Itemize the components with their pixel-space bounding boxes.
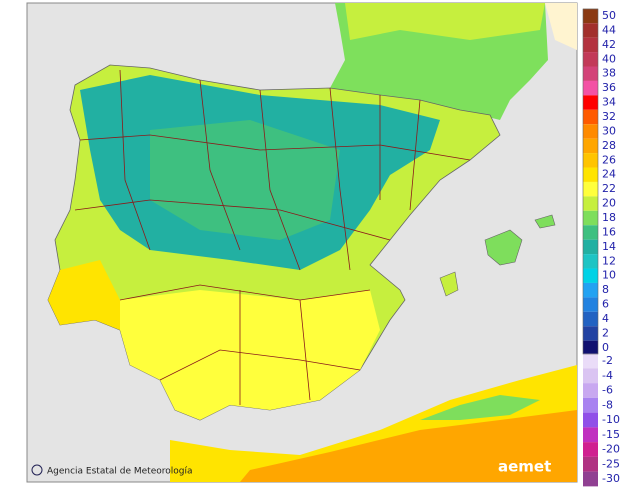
legend-label: 26 — [602, 153, 616, 166]
legend-swatch — [583, 167, 598, 182]
legend-swatch — [583, 37, 598, 53]
logo: aemet — [498, 458, 551, 476]
legend-label: -30 — [602, 472, 620, 485]
legend-label: 8 — [602, 283, 609, 296]
legend-swatch — [583, 282, 598, 298]
legend-swatch — [583, 239, 598, 255]
legend-swatch — [583, 427, 598, 443]
islands-ibiza — [439, 271, 459, 297]
legend-label: 0 — [602, 341, 609, 354]
legend-swatch — [583, 368, 598, 384]
legend-label: -20 — [602, 443, 620, 456]
alps — [545, 3, 577, 50]
africa-hot — [240, 410, 577, 482]
legend-label: 10 — [602, 269, 616, 282]
legend-swatch — [583, 80, 598, 96]
legend-swatch — [583, 383, 598, 398]
legend-label: 18 — [602, 211, 616, 224]
legend-swatch — [583, 66, 598, 81]
legend-swatch — [583, 109, 598, 125]
legend-label: 38 — [602, 67, 616, 80]
legend-swatch — [583, 340, 598, 356]
legend-label: 16 — [602, 225, 616, 238]
legend-swatch — [583, 471, 598, 487]
meseta — [150, 120, 340, 240]
legend-swatch — [583, 353, 598, 369]
legend-label: -10 — [602, 413, 620, 426]
legend-label: 50 — [602, 9, 616, 22]
legend-label: 6 — [602, 298, 609, 311]
legend-swatch — [583, 297, 598, 312]
legend-label: -25 — [602, 457, 620, 470]
legend-label: 12 — [602, 254, 616, 267]
legend-label: -6 — [602, 384, 613, 397]
legend-label: -2 — [602, 354, 613, 367]
legend-label: -15 — [602, 428, 620, 441]
legend-label: 22 — [602, 182, 616, 195]
legend-swatch — [583, 456, 598, 472]
legend-swatch — [583, 225, 598, 240]
islands-menorca — [534, 214, 556, 229]
legend-swatch — [583, 8, 598, 24]
credit: Agencia Estatal de Meteorología — [47, 467, 193, 477]
legend-label: 32 — [602, 110, 616, 123]
legend-label: 42 — [602, 38, 616, 51]
legend-swatch — [583, 311, 598, 327]
southwest-warm — [48, 260, 120, 330]
legend-swatch — [583, 124, 598, 139]
legend-label: 40 — [602, 52, 616, 65]
islands-mallorca — [484, 229, 523, 266]
legend-swatch — [583, 196, 598, 211]
legend-swatch — [583, 95, 598, 110]
legend-label: 34 — [602, 96, 616, 109]
legend-label: 28 — [602, 139, 616, 152]
legend-swatch — [583, 412, 598, 428]
legend-label: 24 — [602, 168, 616, 181]
legend-swatch — [583, 52, 598, 67]
legend-label: 36 — [602, 81, 616, 94]
legend-swatch — [583, 442, 598, 457]
south-warm — [120, 290, 380, 420]
legend-swatch — [583, 153, 598, 168]
legend-label: 14 — [602, 240, 616, 253]
legend-swatch — [583, 326, 598, 341]
legend-swatch — [583, 268, 598, 283]
legend-frame — [582, 8, 599, 355]
legend-label: 44 — [602, 23, 616, 36]
legend-swatch — [583, 254, 598, 269]
legend-swatch — [583, 210, 598, 226]
france-north — [345, 3, 545, 40]
legend-swatch — [583, 397, 598, 413]
legend-label: 30 — [602, 124, 616, 137]
legend-label: 2 — [602, 326, 609, 339]
legend-label: -4 — [602, 369, 613, 382]
africa-cool — [420, 395, 540, 420]
legend-label: -8 — [602, 398, 613, 411]
credit-icon — [31, 464, 43, 476]
legend-swatch — [583, 138, 598, 154]
legend-swatch — [583, 181, 598, 197]
legend-swatch — [583, 23, 598, 38]
legend-label: 20 — [602, 197, 616, 210]
legend-label: 4 — [602, 312, 609, 325]
province-borders — [74, 69, 471, 405]
